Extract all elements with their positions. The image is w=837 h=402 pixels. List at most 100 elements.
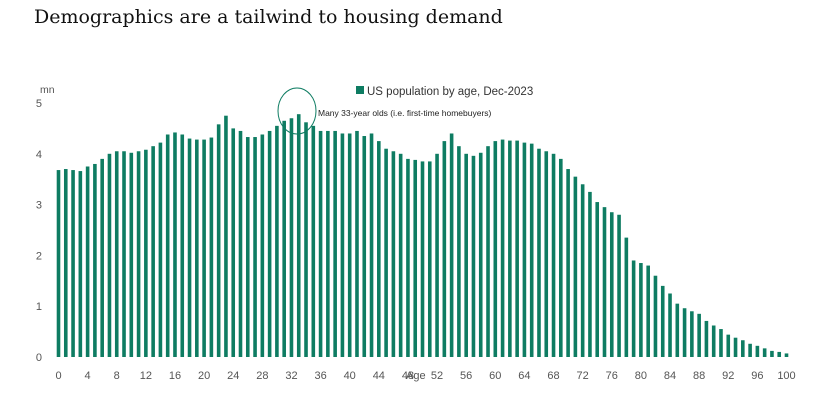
bar (304, 122, 308, 357)
y-tick-label: 3 (36, 200, 42, 212)
bar (624, 237, 629, 357)
bar (508, 140, 512, 357)
bar (537, 148, 541, 357)
bar (165, 134, 170, 357)
x-tick-label: 48 (402, 370, 414, 382)
bar (726, 334, 731, 357)
bar (144, 149, 148, 357)
bar (289, 118, 294, 358)
x-axis: 0 4 8 12 16 20 24 28 32 36 40 44 48 52 56 60 64 68 72 76 80 8… (55, 370, 795, 382)
bar (617, 214, 621, 357)
bar (595, 202, 600, 357)
bar (413, 159, 418, 357)
bar (107, 153, 112, 357)
x-tick-label: 68 (547, 370, 559, 382)
x-axis-label: Age (406, 370, 426, 382)
bar (639, 263, 643, 357)
bar (493, 141, 498, 357)
x-tick-label: 4 (85, 370, 91, 382)
bar (770, 350, 774, 357)
bar (660, 285, 665, 357)
bar (697, 313, 701, 357)
bar (762, 348, 767, 357)
bar (406, 158, 410, 357)
x-tick-label: 72 (577, 370, 589, 382)
bar (260, 134, 265, 357)
x-tick-label: 28 (256, 370, 268, 382)
bar (173, 132, 177, 357)
legend-label: US population by age, Dec-2023 (367, 86, 533, 98)
bar (56, 170, 61, 357)
y-tick-label: 1 (36, 301, 42, 313)
bar (609, 212, 614, 357)
bar (522, 142, 527, 357)
bar (158, 142, 163, 357)
bar (85, 166, 90, 357)
bar (544, 151, 549, 357)
bar (326, 130, 330, 357)
bar (631, 260, 636, 357)
x-tick-label: 64 (518, 370, 530, 382)
legend: US population by age, Dec-2023 (356, 86, 533, 98)
bar (427, 161, 432, 357)
bar (719, 329, 723, 357)
bar (668, 293, 672, 357)
bar (100, 158, 104, 357)
x-tick-label: 76 (606, 370, 618, 382)
bar (122, 151, 126, 357)
x-tick-label: 36 (314, 370, 326, 382)
bar (311, 125, 316, 357)
y-unit-label: mn (40, 84, 55, 96)
x-tick-label: 84 (664, 370, 676, 382)
bar (398, 153, 403, 357)
bar (588, 191, 592, 357)
legend-swatch (356, 86, 364, 94)
bar (136, 151, 141, 357)
bar (267, 130, 272, 357)
annotation-text: Many 33-year olds (i.e. first-time homeb… (318, 108, 492, 118)
bar (195, 139, 199, 357)
bar (690, 311, 694, 357)
bar (566, 169, 570, 357)
bar (296, 114, 301, 358)
bar (224, 115, 228, 357)
bar (318, 130, 323, 357)
x-tick-label: 60 (489, 370, 501, 382)
bar (442, 141, 447, 357)
bar (391, 151, 396, 357)
x-tick-label: 80 (635, 370, 647, 382)
bar (573, 176, 578, 357)
x-tick-label: 8 (114, 370, 120, 382)
bar (748, 343, 752, 357)
x-tick-label: 44 (373, 370, 385, 382)
bar (515, 140, 519, 357)
bar (369, 133, 374, 357)
bar (129, 152, 134, 357)
bar (580, 184, 585, 357)
bar (63, 169, 68, 357)
bar (282, 120, 286, 357)
bar (384, 148, 388, 357)
bar (602, 207, 607, 357)
bar (377, 141, 381, 357)
bar (777, 351, 782, 357)
bar (355, 130, 359, 357)
bar (151, 146, 155, 357)
bar (559, 158, 563, 357)
x-tick-label: 56 (460, 370, 472, 382)
bar (784, 353, 789, 357)
bar (500, 139, 505, 357)
bar (529, 143, 534, 357)
bar (711, 325, 716, 357)
bar (733, 337, 738, 357)
annotation: Many 33-year olds (i.e. first-time homeb… (277, 87, 492, 135)
bar (114, 151, 119, 357)
bar (245, 137, 250, 357)
x-tick-label: 40 (344, 370, 356, 382)
bar (653, 275, 658, 357)
bar (238, 130, 243, 357)
bars (56, 114, 789, 358)
bar (333, 130, 337, 357)
x-tick-label: 24 (227, 370, 239, 382)
bar (362, 136, 367, 357)
